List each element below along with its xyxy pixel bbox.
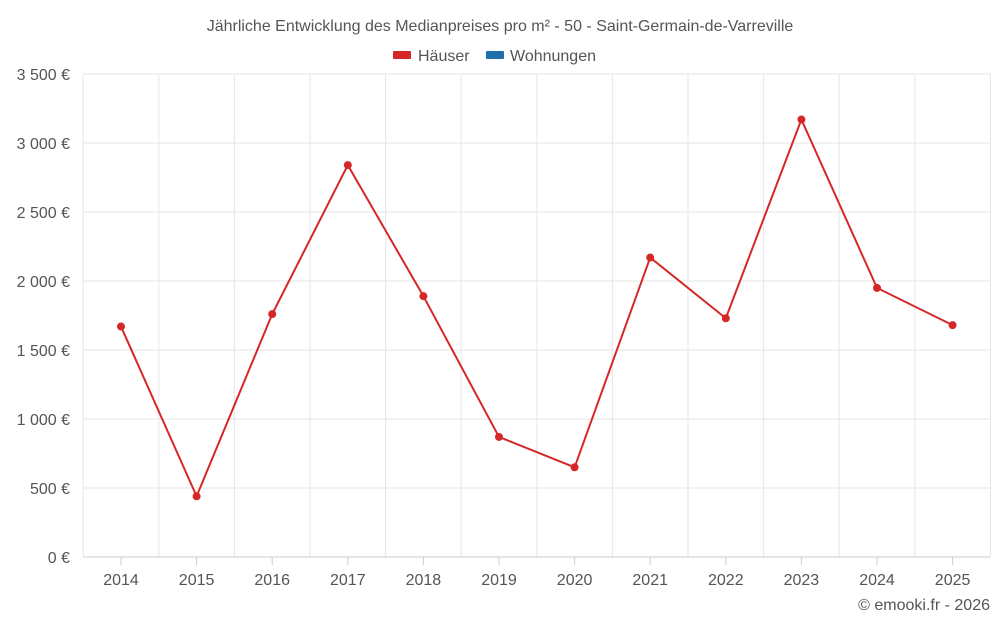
data-point[interactable] — [495, 432, 503, 441]
x-tick-label: 2015 — [179, 572, 215, 589]
x-tick-label: 2022 — [708, 572, 744, 589]
y-axis: 0 € 500 € 1 000 € 1 500 € 2 000 € 2 500 € 3 00… — [17, 67, 70, 567]
legend: Häuser Wohnungen — [393, 48, 596, 65]
x-tick-label: 2021 — [632, 572, 668, 589]
data-point[interactable] — [948, 321, 957, 330]
legend-label-wohnungen: Wohnungen — [510, 48, 596, 65]
data-point[interactable] — [646, 253, 655, 262]
x-tick-label: 2020 — [557, 572, 593, 589]
grid — [82, 73, 991, 558]
x-tick-label: 2025 — [935, 572, 971, 589]
x-tick-label: 2016 — [254, 572, 290, 589]
x-tick-label: 2014 — [103, 572, 139, 589]
y-tick-label: 500 € — [30, 481, 70, 498]
y-tick-label: 0 € — [48, 550, 70, 567]
legend-item-haeuser[interactable]: Häuser — [393, 48, 470, 65]
x-tick-label: 2017 — [330, 572, 366, 589]
data-point[interactable] — [117, 322, 125, 331]
y-tick-label: 2 500 € — [17, 205, 70, 222]
data-point[interactable] — [721, 314, 730, 323]
data-point[interactable] — [268, 310, 277, 319]
credit-text: © emooki.fr - 2026 — [858, 597, 990, 614]
y-tick-label: 1 500 € — [17, 343, 70, 360]
legend-label-haeuser: Häuser — [418, 48, 470, 65]
data-point[interactable] — [419, 292, 428, 301]
x-tick-label: 2018 — [406, 572, 442, 589]
y-tick-label: 3 500 € — [17, 67, 70, 84]
x-tick-label: 2024 — [859, 572, 895, 589]
chart-title: Jährliche Entwicklung des Medianpreises … — [207, 18, 794, 35]
data-point[interactable] — [343, 161, 352, 170]
legend-swatch-haeuser — [393, 51, 411, 59]
y-tick-label: 2 000 € — [17, 274, 70, 291]
legend-item-wohnungen[interactable]: Wohnungen — [486, 48, 596, 65]
data-point[interactable] — [873, 283, 881, 292]
y-tick-label: 1 000 € — [17, 412, 70, 429]
x-axis: 2014 2015 2016 2017 2018 2019 2020 2021 2022 2023… — [83, 556, 990, 589]
series-line-0 — [120, 118, 954, 498]
data-point[interactable] — [570, 463, 579, 472]
x-tick-label: 2023 — [784, 572, 820, 589]
data-point[interactable] — [192, 492, 201, 501]
y-tick-label: 3 000 € — [17, 136, 70, 153]
x-tick-label: 2019 — [481, 572, 517, 589]
data-point[interactable] — [797, 115, 806, 124]
plot-area — [117, 115, 957, 501]
legend-swatch-wohnungen — [486, 51, 504, 59]
